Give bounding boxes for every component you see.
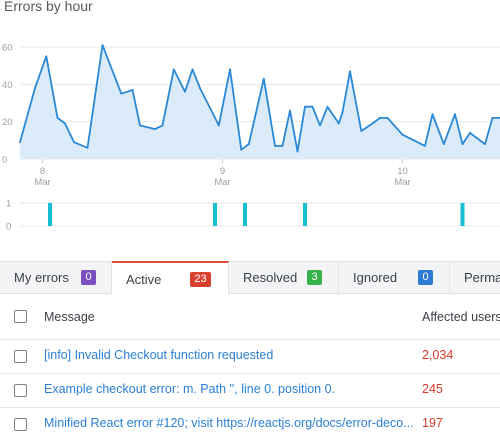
y-tick-label: 20 — [2, 117, 13, 128]
data-point — [401, 133, 404, 136]
data-point — [349, 70, 351, 73]
error-message-link[interactable]: [info] Invalid Checkout function request… — [44, 348, 274, 362]
table-row: [info] Invalid Checkout function request… — [0, 340, 500, 374]
data-point — [469, 131, 471, 134]
chart-title: Errors by hour — [4, 0, 93, 14]
data-point — [424, 145, 426, 147]
affected-users-count: 2,034 — [422, 348, 454, 362]
tab-label: Active — [126, 271, 162, 287]
data-point — [199, 87, 201, 89]
data-point — [461, 143, 464, 145]
tab-count-badge: 0 — [81, 270, 96, 285]
data-point — [341, 111, 344, 114]
data-point — [172, 68, 175, 71]
table-row: Minified React error #120; visit https:/… — [0, 408, 500, 442]
data-point — [45, 55, 48, 58]
column-header-message[interactable]: Message — [44, 310, 95, 324]
data-point — [319, 124, 321, 127]
data-point — [73, 141, 75, 144]
series-area — [20, 45, 500, 159]
tab-label: Perma — [464, 270, 500, 285]
tab-label: Resolved — [243, 270, 298, 285]
data-point — [304, 105, 306, 108]
data-point — [337, 122, 340, 125]
column-header-affected-users[interactable]: Affected users — [422, 310, 500, 324]
x-tick-label-month: Mar — [214, 177, 230, 188]
data-point — [139, 124, 141, 127]
data-point — [360, 130, 363, 132]
bar-y-tick-label: 1 — [6, 199, 11, 210]
data-point — [217, 124, 220, 127]
table-header-row: Message Affected users — [0, 294, 500, 340]
table-row: Example checkout error: m. Path '', line… — [0, 374, 500, 408]
data-point — [289, 109, 291, 112]
x-tick-label-day: 9 — [220, 166, 225, 177]
tab-label: My errors — [14, 270, 69, 285]
data-point — [281, 145, 284, 147]
bar — [460, 203, 465, 226]
data-point — [56, 117, 59, 119]
x-tick-label-month: Mar — [34, 177, 50, 188]
error-message-link[interactable]: Example checkout error: m. Path '', line… — [44, 382, 336, 396]
data-point — [229, 68, 231, 71]
y-tick-label: 60 — [2, 43, 13, 54]
data-point — [131, 89, 134, 91]
bar — [303, 203, 307, 226]
bar — [48, 203, 52, 226]
data-point — [386, 117, 389, 119]
bar — [243, 203, 247, 226]
data-point — [154, 128, 156, 131]
data-point — [491, 117, 494, 119]
affected-users-count: 245 — [422, 382, 443, 396]
data-point — [64, 122, 66, 125]
bar-y-tick-label: 0 — [6, 222, 11, 233]
data-point — [191, 68, 194, 71]
data-point — [184, 90, 186, 93]
data-point — [120, 92, 123, 95]
bar — [213, 203, 217, 226]
data-point — [101, 44, 104, 47]
tab-count-badge: 3 — [307, 270, 322, 285]
data-point — [262, 77, 265, 80]
y-tick-label: 0 — [2, 155, 7, 166]
data-point — [412, 139, 415, 142]
tab-label: Ignored — [353, 270, 398, 285]
tab-active[interactable]: Active 23 — [112, 261, 229, 295]
x-tick-label-day: 10 — [397, 166, 408, 177]
row-checkbox[interactable] — [14, 350, 27, 363]
y-tick-label: 40 — [2, 80, 13, 91]
tab-ignored[interactable]: Ignored 0 — [339, 261, 450, 294]
error-tabs: My errors 0 Active 23 Resolved 3 Ignored… — [0, 261, 500, 295]
data-point — [442, 143, 445, 145]
data-point — [371, 122, 374, 125]
data-point — [86, 146, 89, 149]
data-point — [326, 105, 329, 108]
tab-resolved[interactable]: Resolved 3 — [229, 261, 339, 294]
select-all-checkbox[interactable] — [14, 310, 27, 323]
data-point — [296, 150, 299, 153]
error-message-link[interactable]: Minified React error #120; visit https:/… — [44, 416, 414, 430]
affected-users-count: 197 — [422, 416, 443, 430]
data-point — [161, 124, 164, 127]
x-tick-label-month: Mar — [394, 177, 410, 188]
row-checkbox[interactable] — [14, 384, 27, 397]
data-point — [454, 113, 456, 116]
data-point — [431, 113, 434, 116]
row-checkbox[interactable] — [14, 418, 27, 431]
x-tick-label-day: 8 — [40, 166, 45, 177]
series-line — [19, 44, 500, 153]
data-point — [379, 117, 381, 119]
tab-permanently-ignored[interactable]: Perma — [450, 261, 500, 294]
data-point — [240, 148, 243, 151]
data-point — [484, 143, 486, 145]
data-point — [311, 105, 314, 108]
data-point — [247, 143, 250, 145]
tab-my-errors[interactable]: My errors 0 — [0, 261, 112, 294]
data-point — [19, 141, 21, 144]
data-point — [274, 145, 276, 147]
data-point — [34, 87, 36, 89]
tab-count-badge: 23 — [190, 272, 211, 287]
tab-count-badge: 0 — [418, 270, 433, 285]
